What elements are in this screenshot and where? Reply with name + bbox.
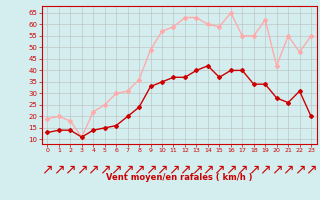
X-axis label: Vent moyen/en rafales ( km/h ): Vent moyen/en rafales ( km/h ) [106,173,252,182]
